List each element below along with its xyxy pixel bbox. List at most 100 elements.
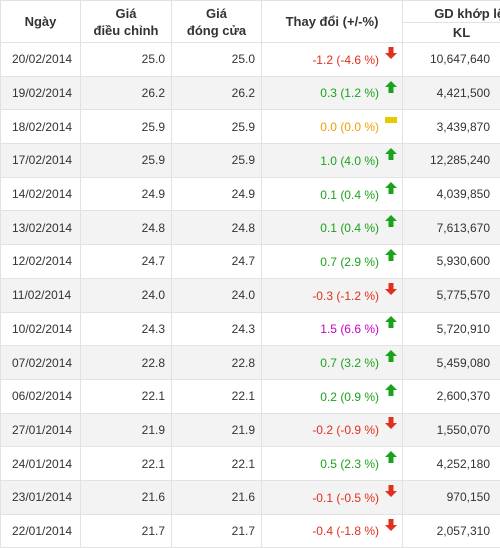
cell-volume: 1,550,070 [403, 413, 500, 447]
change-value: 1.5 (6.6 %) [320, 322, 379, 336]
arrow-up-icon [384, 147, 398, 161]
header-volume: KL [403, 23, 500, 43]
header-closing-price: Giá đóng cửa [172, 1, 262, 43]
arrow-down-icon [384, 518, 398, 532]
arrow-down-icon [384, 484, 398, 498]
cell-volume: 12,285,240 [403, 144, 500, 178]
cell-volume: 970,150 [403, 480, 500, 514]
change-value: 0.2 (0.9 %) [320, 390, 379, 404]
header-adjusted-price: Giá điều chỉnh [81, 1, 172, 43]
cell-volume: 4,421,500 [403, 76, 500, 110]
cell-volume: 2,057,310 [403, 514, 500, 548]
cell-change: 0.2 (0.9 %) [262, 379, 403, 413]
arrow-up-icon [384, 315, 398, 329]
unchanged-icon [384, 113, 398, 127]
cell-closing-price: 24.8 [172, 211, 262, 245]
header-volume-group: GD khớp lệnh [403, 1, 500, 23]
cell-adjusted-price: 21.9 [81, 413, 172, 447]
cell-date: 23/01/2014 [1, 480, 81, 514]
cell-closing-price: 24.3 [172, 312, 262, 346]
cell-change: -0.4 (-1.8 %) [262, 514, 403, 548]
cell-adjusted-price: 22.8 [81, 346, 172, 380]
table-header: Ngày Giá điều chỉnh Giá đóng cửa Thay đổ… [1, 1, 500, 43]
cell-date: 17/02/2014 [1, 144, 81, 178]
cell-closing-price: 24.0 [172, 278, 262, 312]
cell-date: 07/02/2014 [1, 346, 81, 380]
cell-date: 24/01/2014 [1, 447, 81, 481]
cell-date: 19/02/2014 [1, 76, 81, 110]
arrow-up-icon [384, 181, 398, 195]
change-value: 0.5 (2.3 %) [320, 457, 379, 471]
arrow-up-icon [384, 349, 398, 363]
cell-change: 0.7 (2.9 %) [262, 245, 403, 279]
change-value: 0.3 (1.2 %) [320, 86, 379, 100]
cell-change: -0.2 (-0.9 %) [262, 413, 403, 447]
arrow-up-icon [384, 450, 398, 464]
cell-change: -1.2 (-4.6 %) [262, 43, 403, 77]
cell-date: 20/02/2014 [1, 43, 81, 77]
cell-date: 11/02/2014 [1, 278, 81, 312]
cell-volume: 5,930,600 [403, 245, 500, 279]
cell-volume: 10,647,640 [403, 43, 500, 77]
cell-change: 1.5 (6.6 %) [262, 312, 403, 346]
cell-adjusted-price: 24.3 [81, 312, 172, 346]
change-value: -0.4 (-1.8 %) [312, 524, 379, 538]
cell-adjusted-price: 25.0 [81, 43, 172, 77]
arrow-down-icon [384, 46, 398, 60]
cell-closing-price: 26.2 [172, 76, 262, 110]
cell-change: 0.3 (1.2 %) [262, 76, 403, 110]
change-value: -1.2 (-4.6 %) [312, 53, 379, 67]
cell-change: 0.0 (0.0 %) [262, 110, 403, 144]
cell-closing-price: 21.7 [172, 514, 262, 548]
cell-closing-price: 24.9 [172, 177, 262, 211]
header-change: Thay đổi (+/-%) [262, 1, 403, 43]
arrow-up-icon [384, 248, 398, 262]
change-value: 0.1 (0.4 %) [320, 221, 379, 235]
cell-volume: 4,039,850 [403, 177, 500, 211]
cell-date: 22/01/2014 [1, 514, 81, 548]
cell-date: 10/02/2014 [1, 312, 81, 346]
cell-closing-price: 25.9 [172, 110, 262, 144]
cell-date: 12/02/2014 [1, 245, 81, 279]
cell-volume: 4,252,180 [403, 447, 500, 481]
cell-change: 0.1 (0.4 %) [262, 211, 403, 245]
cell-change: 0.5 (2.3 %) [262, 447, 403, 481]
arrow-up-icon [384, 214, 398, 228]
cell-adjusted-price: 25.9 [81, 110, 172, 144]
change-value: 1.0 (4.0 %) [320, 154, 379, 168]
change-value: 0.1 (0.4 %) [320, 188, 379, 202]
cell-date: 13/02/2014 [1, 211, 81, 245]
cell-volume: 2,600,370 [403, 379, 500, 413]
change-value: 0.0 (0.0 %) [320, 120, 379, 134]
change-value: -0.1 (-0.5 %) [312, 491, 379, 505]
cell-date: 18/02/2014 [1, 110, 81, 144]
arrow-up-icon [384, 80, 398, 94]
header-adjusted-price-line1: Giá [87, 5, 165, 22]
cell-change: 0.1 (0.4 %) [262, 177, 403, 211]
cell-adjusted-price: 24.9 [81, 177, 172, 211]
cell-date: 06/02/2014 [1, 379, 81, 413]
cell-closing-price: 22.1 [172, 447, 262, 481]
change-value: 0.7 (3.2 %) [320, 356, 379, 370]
cell-date: 27/01/2014 [1, 413, 81, 447]
cell-volume: 3,439,870 [403, 110, 500, 144]
cell-change: 1.0 (4.0 %) [262, 144, 403, 178]
cell-volume: 5,775,570 [403, 278, 500, 312]
change-value: -0.3 (-1.2 %) [312, 289, 379, 303]
